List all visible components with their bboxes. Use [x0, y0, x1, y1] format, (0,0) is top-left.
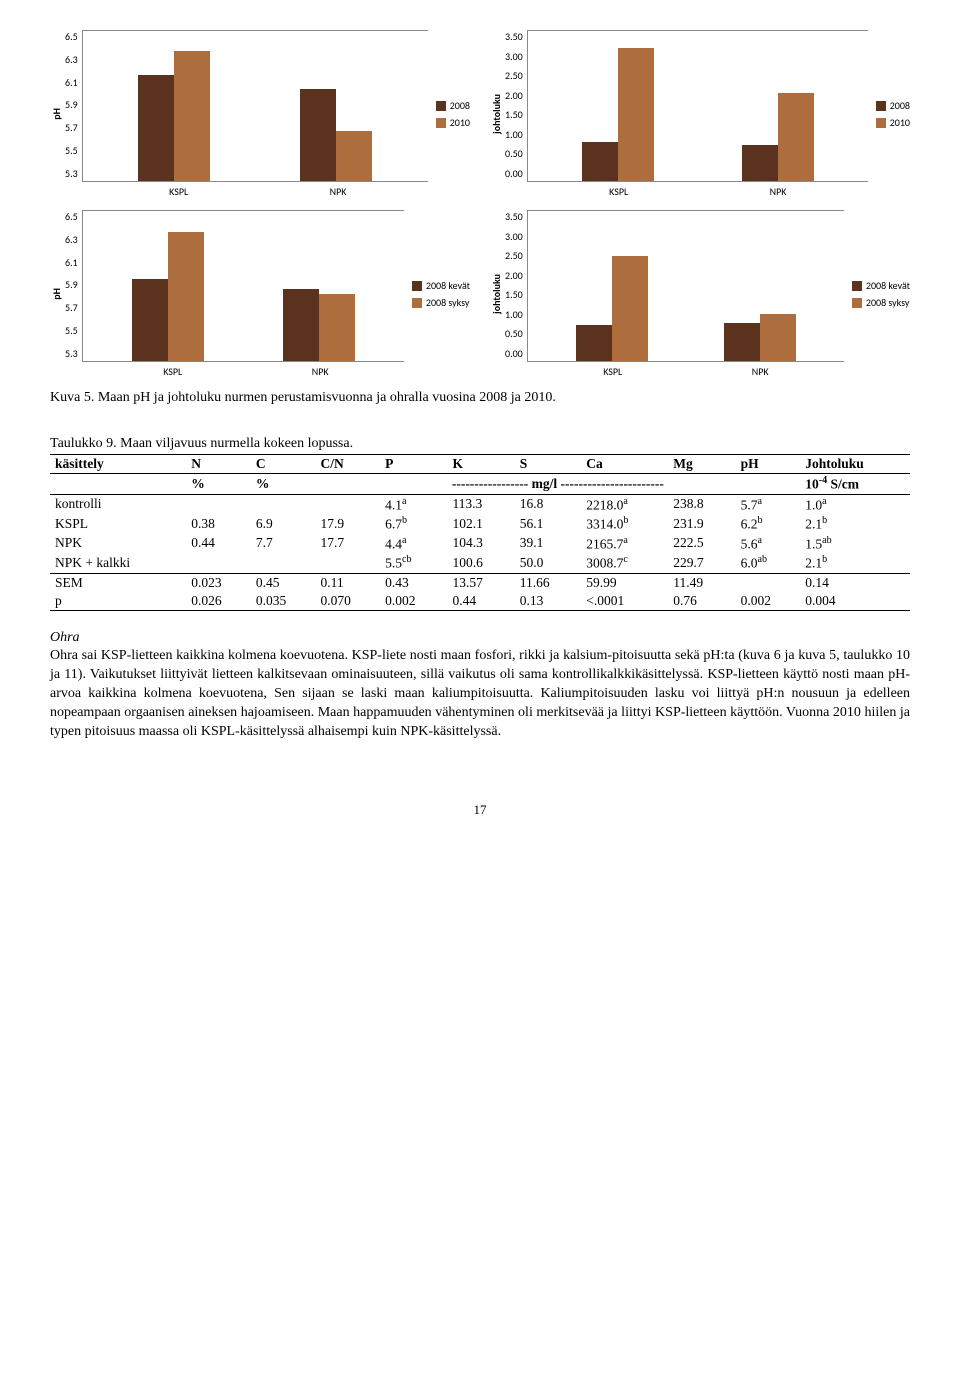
bar — [132, 279, 168, 362]
x-axis-label: NPK — [246, 365, 393, 378]
x-axis-label: KSPL — [99, 365, 246, 378]
legend: 20082010 — [876, 99, 910, 129]
x-axis-label: KSPL — [539, 365, 686, 378]
y-axis-label: johtoluku — [490, 274, 503, 314]
figure-caption: Kuva 5. Maan pH ja johtoluku nurmen peru… — [50, 390, 910, 406]
legend: 20082010 — [436, 99, 470, 129]
x-axis-label: NPK — [698, 185, 857, 198]
bar — [582, 142, 618, 181]
y-axis-label: pH — [50, 108, 63, 120]
bar — [168, 232, 204, 361]
bar — [724, 323, 760, 361]
y-axis-label: johtoluku — [490, 94, 503, 134]
bar — [300, 89, 336, 182]
body-section: Ohra Ohra sai KSP-lietteen kaikkina kolm… — [50, 629, 910, 742]
x-axis-label: KSPL — [99, 185, 258, 198]
bar — [336, 131, 372, 181]
legend: 2008 kevät2008 syksy — [852, 279, 910, 309]
bar — [760, 314, 796, 361]
bar — [138, 75, 174, 181]
bar — [618, 48, 654, 181]
body-paragraph: Ohra sai KSP-lietteen kaikkina kolmena k… — [50, 648, 910, 739]
bar — [576, 325, 612, 361]
body-heading: Ohra — [50, 630, 80, 645]
page-number: 17 — [50, 802, 910, 818]
bar — [778, 93, 814, 181]
bar — [612, 256, 648, 361]
x-axis-label: NPK — [686, 365, 833, 378]
x-axis-label: KSPL — [539, 185, 698, 198]
data-table: käsittelyNCC/NPKSCaMgpHJohtoluku %%-----… — [50, 454, 910, 611]
bar — [319, 294, 355, 362]
legend: 2008 kevät2008 syksy — [412, 279, 470, 309]
bar — [174, 51, 210, 181]
y-axis-label: pH — [50, 288, 63, 300]
bar — [283, 289, 319, 362]
bar — [742, 145, 778, 181]
x-axis-label: NPK — [258, 185, 417, 198]
table-caption: Taulukko 9. Maan viljavuus nurmella koke… — [50, 436, 910, 452]
